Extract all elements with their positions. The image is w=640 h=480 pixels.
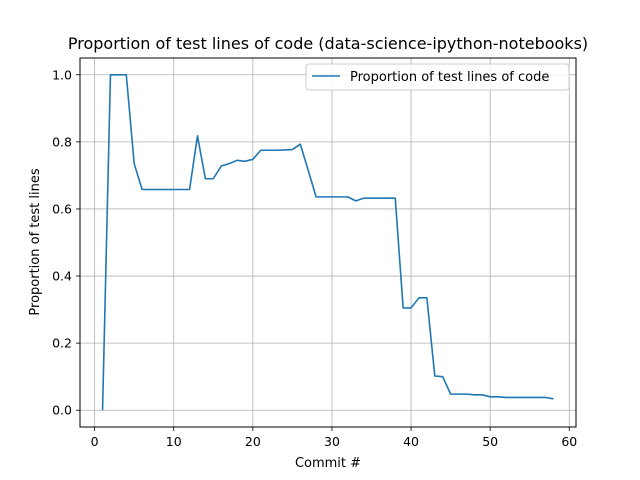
chart-title: Proportion of test lines of code (data-s… <box>68 34 588 53</box>
data-point <box>489 396 491 398</box>
x-tick-label: 40 <box>403 434 419 449</box>
x-axis-label: Commit # <box>295 456 361 471</box>
data-point <box>189 189 191 191</box>
data-point <box>537 396 539 398</box>
data-point <box>481 394 483 396</box>
data-point <box>117 74 119 76</box>
x-tick-label: 30 <box>324 434 340 449</box>
y-tick-label: 0.0 <box>52 403 72 418</box>
data-point <box>465 393 467 395</box>
data-point <box>513 396 515 398</box>
x-tick-label: 60 <box>561 434 577 449</box>
data-point <box>442 376 444 378</box>
data-point <box>378 197 380 199</box>
data-point <box>363 197 365 199</box>
data-point <box>505 396 507 398</box>
data-point <box>323 196 325 198</box>
data-point <box>552 398 554 400</box>
data-point <box>283 149 285 151</box>
data-point <box>529 396 531 398</box>
plot-frame <box>79 57 577 428</box>
data-point <box>252 158 254 160</box>
data-point <box>434 375 436 377</box>
series-layer <box>101 73 554 411</box>
data-point <box>173 189 175 191</box>
data-point <box>109 74 111 76</box>
y-tick-label: 1.0 <box>52 67 72 82</box>
ticks: 0 10 20 30 40 50 60 0.0 0.2 0.4 0.6 0.8 1.0 <box>52 67 577 449</box>
data-point <box>125 74 127 76</box>
data-point <box>149 189 151 191</box>
data-point <box>426 297 428 299</box>
y-tick-label: 0.6 <box>52 201 72 216</box>
data-point <box>299 143 301 145</box>
y-axis-label: Proportion of test lines <box>28 168 43 315</box>
data-point <box>521 396 523 398</box>
data-point <box>268 149 270 151</box>
data-point <box>276 149 278 151</box>
grid <box>80 58 576 427</box>
data-point <box>181 189 183 191</box>
x-tick-label: 0 <box>91 434 99 449</box>
data-point <box>458 393 460 395</box>
data-point <box>157 189 159 191</box>
data-point <box>450 393 452 395</box>
data-point <box>402 307 404 309</box>
data-point <box>212 178 214 180</box>
data-point <box>331 196 333 198</box>
data-point <box>196 135 198 137</box>
data-point <box>244 160 246 162</box>
data-point <box>102 409 104 411</box>
series-line <box>101 73 554 411</box>
data-point <box>418 297 420 299</box>
x-tick-label: 10 <box>166 434 182 449</box>
data-point <box>339 196 341 198</box>
data-point <box>133 163 135 165</box>
data-point <box>386 197 388 199</box>
data-point <box>291 149 293 151</box>
legend-box <box>305 63 570 91</box>
legend-label: Proportion of test lines of code <box>350 70 549 85</box>
data-point <box>165 189 167 191</box>
y-tick-label: 0.2 <box>52 336 72 351</box>
data-point <box>545 396 547 398</box>
data-point <box>355 200 357 202</box>
data-point <box>347 196 349 198</box>
data-point <box>473 394 475 396</box>
data-point <box>228 163 230 165</box>
data-point <box>410 307 412 309</box>
data-point <box>204 178 206 180</box>
data-point <box>497 396 499 398</box>
data-point <box>220 165 222 167</box>
data-point <box>315 196 317 198</box>
y-tick-label: 0.4 <box>52 269 72 284</box>
x-tick-label: 20 <box>245 434 261 449</box>
data-point <box>394 197 396 199</box>
data-point <box>236 159 238 161</box>
data-point <box>141 189 143 191</box>
x-tick-label: 50 <box>482 434 498 449</box>
data-point <box>260 149 262 151</box>
data-point <box>307 169 309 171</box>
y-tick-label: 0.8 <box>52 134 72 149</box>
legend: Proportion of test lines of code <box>305 63 570 91</box>
data-point <box>371 197 373 199</box>
